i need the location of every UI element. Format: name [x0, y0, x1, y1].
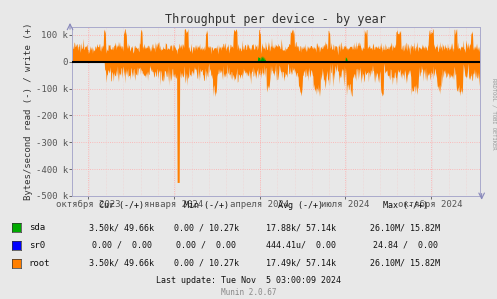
Y-axis label: Bytes/second read (-) / write (+): Bytes/second read (-) / write (+)	[24, 23, 33, 200]
Text: sda: sda	[29, 223, 45, 232]
Text: 0.00 /  0.00: 0.00 / 0.00	[176, 241, 236, 250]
Text: 3.50k/ 49.66k: 3.50k/ 49.66k	[89, 223, 154, 232]
Text: 17.49k/ 57.14k: 17.49k/ 57.14k	[266, 259, 335, 268]
Title: Throughput per device - by year: Throughput per device - by year	[166, 13, 386, 26]
Text: Munin 2.0.67: Munin 2.0.67	[221, 289, 276, 298]
Text: 0.00 /  0.00: 0.00 / 0.00	[92, 241, 152, 250]
Text: 24.84 /  0.00: 24.84 / 0.00	[373, 241, 437, 250]
Text: RRDTOOL / TOBI OETIKER: RRDTOOL / TOBI OETIKER	[491, 78, 496, 150]
Text: 0.00 / 10.27k: 0.00 / 10.27k	[174, 259, 239, 268]
Text: 444.41u/  0.00: 444.41u/ 0.00	[266, 241, 335, 250]
Text: 26.10M/ 15.82M: 26.10M/ 15.82M	[370, 223, 440, 232]
Text: 17.88k/ 57.14k: 17.88k/ 57.14k	[266, 223, 335, 232]
Text: Min (-/+): Min (-/+)	[184, 201, 229, 210]
Text: Cur (-/+): Cur (-/+)	[99, 201, 144, 210]
Text: Last update: Tue Nov  5 03:00:09 2024: Last update: Tue Nov 5 03:00:09 2024	[156, 276, 341, 285]
Text: 26.10M/ 15.82M: 26.10M/ 15.82M	[370, 259, 440, 268]
Text: Avg (-/+): Avg (-/+)	[278, 201, 323, 210]
Text: root: root	[29, 259, 50, 268]
Text: 0.00 / 10.27k: 0.00 / 10.27k	[174, 223, 239, 232]
Text: Max (-/+): Max (-/+)	[383, 201, 427, 210]
Text: sr0: sr0	[29, 241, 45, 250]
Text: 3.50k/ 49.66k: 3.50k/ 49.66k	[89, 259, 154, 268]
